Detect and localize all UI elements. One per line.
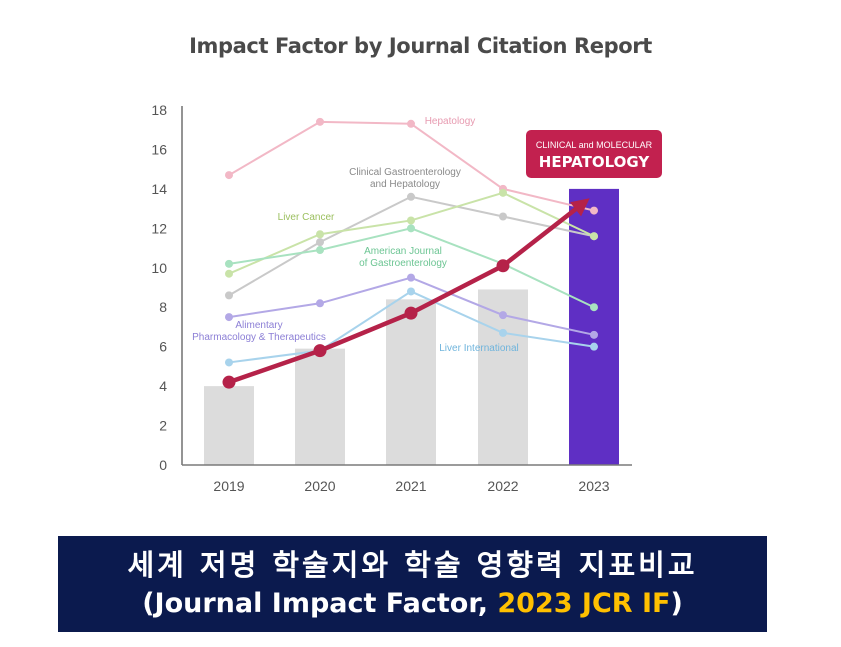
y-tick-label-18: 18: [151, 102, 167, 118]
series-label-liver-cancer: Liver Cancer: [278, 212, 335, 223]
banner-title: 세계 저명 학술지와 학술 영향력 지표비교: [127, 548, 698, 582]
comparison-banner: 세계 저명 학술지와 학술 영향력 지표비교 (Journal Impact F…: [58, 536, 767, 632]
trend-point-2021: [404, 306, 418, 320]
series-point-0-0: [225, 171, 233, 180]
series-point-2-2: [407, 216, 415, 225]
series-point-4-0: [225, 313, 233, 322]
hepatology-badge: CLINICAL and MOLECULAR HEPATOLOGY: [526, 130, 662, 178]
trend-point-2022: [496, 259, 510, 273]
y-tick-label-4: 4: [159, 378, 167, 394]
y-tick-label-12: 12: [151, 220, 167, 236]
series-point-2-4: [590, 232, 598, 241]
series-label-apt-line2: Pharmacology & Therapeutics: [192, 332, 326, 343]
series-point-3-1: [316, 246, 324, 255]
series-label-clinical-gastro-line2: and Hepatology: [370, 179, 440, 190]
series-point-0-1: [316, 117, 324, 126]
series-point-5-4: [590, 342, 598, 351]
badge-small-text: CLINICAL and MOLECULAR: [536, 140, 653, 150]
x-tick-label-2022: 2022: [487, 478, 518, 494]
series-point-5-2: [407, 287, 415, 296]
series-point-0-2: [407, 119, 415, 128]
banner-subtitle-highlight: 2023 JCR IF: [497, 588, 671, 619]
series-point-2-3: [499, 188, 507, 197]
x-tick-label-2019: 2019: [213, 478, 244, 494]
series-point-3-2: [407, 224, 415, 233]
series-point-1-1: [316, 238, 324, 247]
series-point-3-0: [225, 259, 233, 268]
series-point-1-0: [225, 291, 233, 300]
series-point-5-0: [225, 358, 233, 367]
y-tick-label-6: 6: [159, 339, 167, 355]
bar-2019: [204, 386, 254, 465]
y-tick-label-8: 8: [159, 299, 167, 315]
trend-point-2020: [313, 344, 327, 358]
series-label-clinical-gastro-line1: Clinical Gastroenterology: [349, 167, 461, 178]
series-point-4-3: [499, 311, 507, 320]
banner-subtitle-suffix: ): [670, 588, 683, 619]
series-point-1-3: [499, 212, 507, 221]
series-point-4-2: [407, 273, 415, 282]
banner-subtitle-prefix: (Journal Impact Factor,: [142, 588, 498, 619]
series-label-apt-line1: Alimentary: [235, 320, 282, 331]
series-point-0-4: [590, 206, 598, 215]
series-label-liver-international: Liver International: [439, 343, 519, 354]
badge-big-text: HEPATOLOGY: [539, 153, 651, 171]
series-label-hepatology: Hepatology: [425, 116, 476, 127]
series-point-4-1: [316, 299, 324, 308]
x-tick-label-2021: 2021: [395, 478, 426, 494]
y-tick-label-16: 16: [151, 141, 167, 157]
series-label-ajg-line2: of Gastroenterology: [359, 258, 447, 269]
bar-2021: [386, 299, 436, 465]
x-tick-label-2023: 2023: [578, 478, 609, 494]
y-tick-label-0: 0: [159, 457, 167, 473]
series-label-ajg-line1: American Journal: [364, 246, 442, 257]
banner-subtitle: (Journal Impact Factor, 2023 JCR IF): [58, 584, 767, 624]
y-tick-label-14: 14: [151, 181, 167, 197]
series-point-4-4: [590, 330, 598, 339]
x-tick-label-2020: 2020: [304, 478, 335, 494]
chart-title: Impact Factor by Journal Citation Report: [189, 34, 652, 58]
series-point-2-0: [225, 269, 233, 278]
bar-2023: [569, 188, 619, 465]
series-point-2-1: [316, 230, 324, 239]
series-point-5-3: [499, 328, 507, 337]
trend-point-2019: [222, 375, 236, 389]
series-point-1-2: [407, 192, 415, 201]
series-point-3-4: [590, 303, 598, 312]
bar-2020: [295, 348, 345, 465]
y-tick-label-10: 10: [151, 260, 167, 276]
y-tick-label-2: 2: [159, 418, 167, 434]
